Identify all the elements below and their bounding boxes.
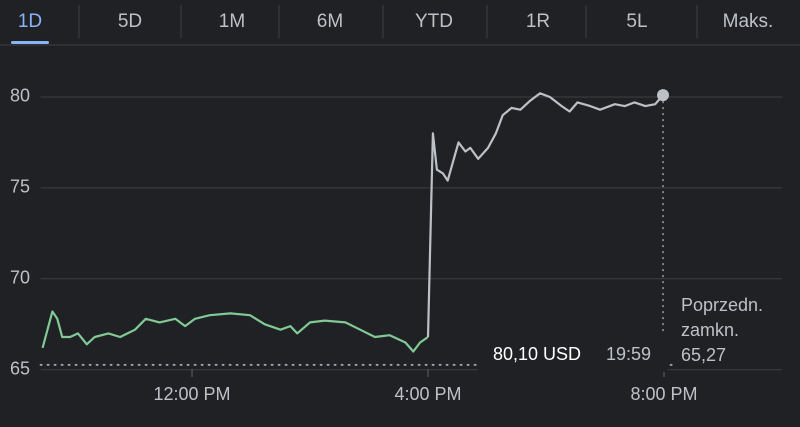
range-tab[interactable]: 5L [626,11,647,32]
range-tab[interactable]: 1M [219,11,245,32]
y-tick-label: 65 [10,358,30,378]
previous-close-label: zamkn. [681,320,739,340]
tooltip-price: 80,10 USD [493,344,581,364]
x-tick-label: 12:00 PM [154,384,231,404]
range-tabs: 1D 5D 1M 6M YTD 1R 5L Maks. [0,5,800,46]
y-tick-label: 75 [10,177,30,197]
previous-close-label: Poprzedn. [681,295,763,315]
range-tab[interactable]: 6M [317,11,343,32]
last-point [657,89,670,102]
y-tick-label: 70 [10,268,30,288]
plot: 65 70 75 80 12:00 PM 4:00 PM 8:00 PM 80,10 USD 1… [10,86,782,404]
range-tab[interactable]: YTD [415,11,453,32]
range-tab[interactable]: 1R [526,11,550,32]
y-tick-label: 80 [10,86,30,106]
x-tick-label: 4:00 PM [394,384,461,404]
tooltip-box [478,338,668,372]
range-tab[interactable]: Maks. [723,11,774,32]
tab-underline [11,41,49,44]
price-line [426,92,664,338]
range-tab[interactable]: 5D [118,11,142,32]
price-line [41,310,429,353]
x-tick-label: 8:00 PM [630,384,697,404]
previous-close-value: 65,27 [681,345,726,365]
range-tab[interactable]: 1D [18,11,42,32]
tooltip-time: 19:59 [606,344,651,364]
